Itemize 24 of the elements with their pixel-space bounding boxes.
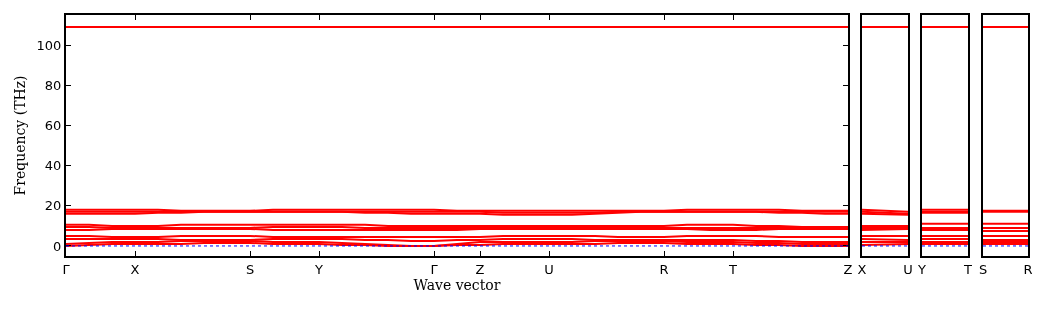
x-tick-label: S: [245, 261, 255, 277]
y-tick-label: 60: [44, 118, 62, 134]
x-tick-label: R: [1023, 261, 1033, 277]
x-tick-label: T: [963, 261, 973, 277]
x-tick-label: Z: [843, 261, 853, 277]
x-tick-label: T: [728, 261, 738, 277]
x-tick-label: S: [978, 261, 988, 277]
y-tick-label: 100: [36, 37, 62, 53]
x-tick-label: Γ: [430, 261, 439, 277]
x-tick-label: U: [544, 261, 554, 277]
x-tick-label: Γ: [62, 261, 71, 277]
y-tick-label: 80: [44, 77, 62, 93]
x-tick-label: Y: [314, 261, 324, 277]
x-tick-label: X: [130, 261, 140, 277]
x-tick-label: R: [659, 261, 669, 277]
y-tick-label: 0: [53, 238, 62, 254]
x-tick-label: Y: [917, 261, 927, 277]
y-tick-label: 40: [44, 158, 62, 174]
y-axis-title: Frequency (THz): [11, 75, 28, 196]
x-tick-label: U: [903, 261, 913, 277]
x-axis-title: Wave vector: [413, 276, 501, 293]
x-tick-label: X: [857, 261, 867, 277]
x-tick-label: Z: [475, 261, 485, 277]
y-tick-label: 20: [44, 198, 62, 214]
